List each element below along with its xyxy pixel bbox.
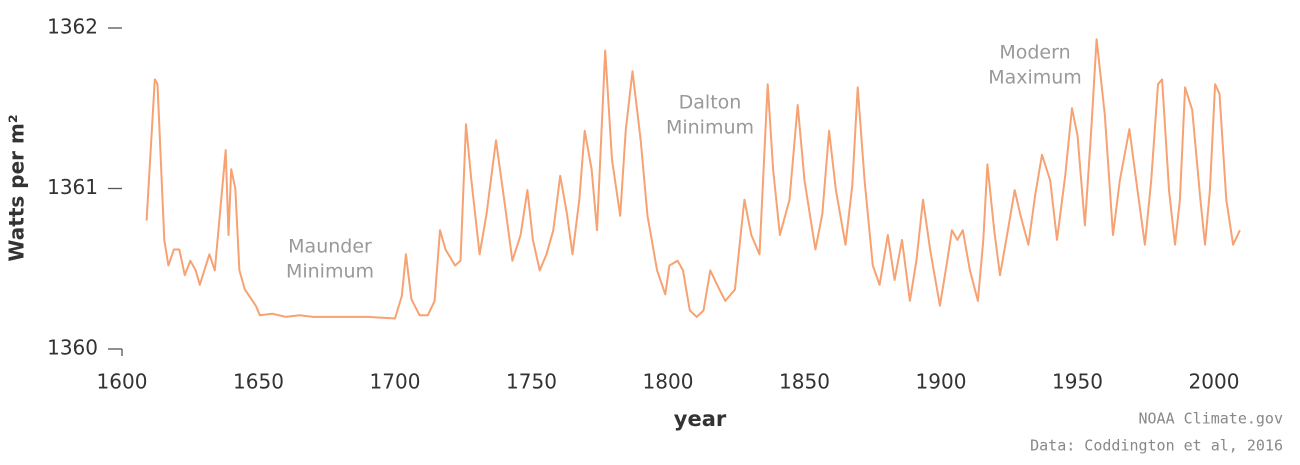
x-tick-label: 1700 [370,370,421,394]
y-tick-label: 1362 [47,15,98,39]
annotation: Minimum [286,261,374,283]
y-tick-label: 1360 [47,336,98,360]
credit: Data: Coddington et al, 2016 [1030,437,1283,455]
x-tick-label: 1600 [97,370,148,394]
y-tick-label: 1361 [47,175,98,199]
annotation: Dalton [679,92,742,114]
x-tick-label: 2000 [1189,370,1240,394]
x-tick-label: 1800 [643,370,694,394]
data-line [145,38,1241,320]
credit: NOAA Climate.gov [1139,410,1284,428]
annotation: Modern [999,42,1070,64]
x-tick-label: 1950 [1052,370,1103,394]
x-axis-label: year [674,407,727,431]
x-tick-label: 1750 [506,370,557,394]
x-tick-label: 1650 [233,370,284,394]
x-tick-label: 1900 [916,370,967,394]
annotation: Maximum [988,67,1082,89]
y-axis-label: Watts per m² [5,114,29,261]
x-tick-label: 1850 [779,370,830,394]
annotation: Minimum [666,117,754,139]
annotation: Maunder [288,236,372,258]
